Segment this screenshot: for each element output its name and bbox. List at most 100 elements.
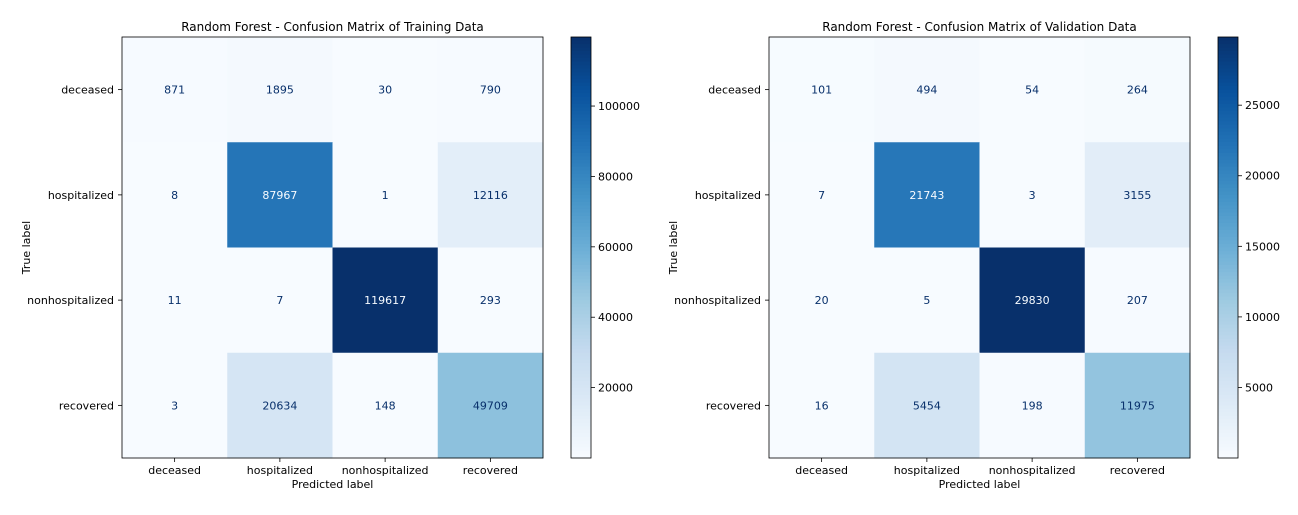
val-y-axis-label: True label [667, 221, 680, 275]
train-cell-0-3 [437, 37, 544, 143]
val-cell-2-0 [769, 247, 875, 354]
val-colorbar-segment [1218, 138, 1238, 143]
val-cell-value-3-0: 16 [815, 399, 829, 412]
val-colorbar-segment [1218, 156, 1238, 161]
val-colorbar-segment [1218, 335, 1238, 340]
val-colorbar-segment [1218, 436, 1238, 442]
train-colorbar-segment [571, 370, 591, 375]
val-colorbar-segment [1218, 47, 1238, 52]
val-colorbar-tick-label-1: 10000 [1245, 311, 1280, 324]
val-cell-1-1 [874, 142, 980, 248]
train-colorbar-segment [571, 233, 591, 238]
val-colorbar-segment [1218, 159, 1238, 164]
val-cell-2-1 [874, 247, 980, 354]
train-colorbar-segment [571, 377, 591, 382]
train-colorbar-segment [571, 89, 591, 94]
val-colorbar-segment [1218, 314, 1238, 319]
val-colorbar-segment [1218, 272, 1238, 277]
train-colorbar-segment [571, 79, 591, 84]
val-x-tick-label-0: deceased [795, 464, 848, 477]
val-colorbar-segment [1218, 356, 1238, 361]
val-colorbar-segment [1218, 345, 1238, 350]
val-cell-2-2 [979, 247, 1086, 354]
train-colorbar-segment [571, 121, 591, 126]
train-colorbar-segment [571, 58, 591, 63]
train-colorbar-segment [571, 124, 591, 129]
train-colorbar-segment [571, 275, 591, 280]
train-colorbar-segment [571, 254, 591, 259]
train-colorbar-segment [571, 128, 591, 133]
val-colorbar-segment [1218, 107, 1238, 112]
val-colorbar-segment [1218, 124, 1238, 129]
train-colorbar-segment [571, 391, 591, 396]
train-colorbar-segment [571, 82, 591, 87]
train-colorbar-segment [571, 96, 591, 101]
val-cell-0-2 [979, 37, 1086, 143]
val-colorbar-segment [1218, 352, 1238, 357]
train-colorbar-segment [571, 40, 591, 45]
val-cell-value-2-2: 29830 [1015, 294, 1050, 307]
val-colorbar-segment [1218, 317, 1238, 322]
val-colorbar-segment [1218, 349, 1238, 354]
val-colorbar-segment [1218, 82, 1238, 87]
train-colorbar-segment [571, 236, 591, 242]
train-colorbar-segment [571, 166, 591, 171]
train-colorbar-segment [571, 261, 591, 266]
train-cell-1-3 [437, 142, 544, 248]
train-cell-1-0 [122, 142, 228, 248]
train-colorbar-segment [571, 300, 591, 305]
val-colorbar-segment [1218, 240, 1238, 245]
val-cell-value-2-0: 20 [815, 294, 829, 307]
train-colorbar-segment [571, 342, 591, 347]
train-colorbar-segment [571, 61, 591, 66]
train-cell-2-1 [227, 247, 333, 354]
val-cell-value-2-1: 5 [923, 294, 930, 307]
train-colorbar-segment [571, 429, 591, 435]
val-colorbar-segment [1218, 282, 1238, 287]
train-colorbar-segment [571, 208, 591, 214]
train-colorbar-segment [571, 349, 591, 354]
val-colorbar-segment [1218, 454, 1238, 459]
val-colorbar-segment [1218, 131, 1238, 136]
val-x-tick-label-3: recovered [1110, 464, 1165, 477]
val-y-tick-label-0: deceased [708, 84, 761, 97]
val-colorbar-segment [1218, 114, 1238, 119]
train-colorbar-segment [571, 289, 591, 294]
val-x-tick-label-2: nonhospitalized [989, 464, 1076, 477]
val-cell-1-3 [1084, 142, 1191, 248]
train-colorbar-segment [571, 394, 591, 399]
train-colorbar-segment [571, 415, 591, 421]
train-colorbar-segment [571, 229, 591, 235]
val-colorbar-segment [1218, 321, 1238, 326]
val-colorbar-segment [1218, 103, 1238, 108]
val-x-axis-label: Predicted label [939, 478, 1021, 491]
val-colorbar-frame [1217, 36, 1239, 459]
train-colorbar-segment [571, 159, 591, 164]
val-colorbar-segment [1218, 236, 1238, 242]
train-colorbar-segment [571, 86, 591, 91]
train-colorbar-segment [571, 450, 591, 456]
val-colorbar-segment [1218, 370, 1238, 375]
val-colorbar-segment [1218, 233, 1238, 238]
train-confusion-matrix: 871 1895 30 790 8 87967 1 12116 11 7 119617 293 3 206… [20, 20, 640, 491]
val-colorbar-segment [1218, 37, 1238, 42]
val-cell-1-0 [769, 142, 875, 248]
val-colorbar-segment [1218, 96, 1238, 101]
val-cell-0-3 [1084, 37, 1191, 143]
val-cell-3-0 [769, 352, 875, 459]
val-cell-value-3-2: 198 [1022, 399, 1043, 412]
train-colorbar-segment [571, 335, 591, 340]
val-colorbar-segment [1218, 394, 1238, 399]
train-colorbar-segment [571, 103, 591, 108]
train-colorbar-segment [571, 303, 591, 308]
train-colorbar-segment [571, 324, 591, 329]
train-cell-3-0 [122, 352, 228, 459]
train-colorbar-segment [571, 100, 591, 105]
val-colorbar-segment [1218, 293, 1238, 298]
train-cell-value-0-3: 790 [480, 84, 501, 97]
train-colorbar-segment [571, 75, 591, 80]
train-colorbar-segment [571, 117, 591, 122]
val-colorbar-segment [1218, 279, 1238, 284]
train-colorbar-segment [571, 408, 591, 413]
val-chart-title: Random Forest - Confusion Matrix of Vali… [822, 20, 1136, 34]
